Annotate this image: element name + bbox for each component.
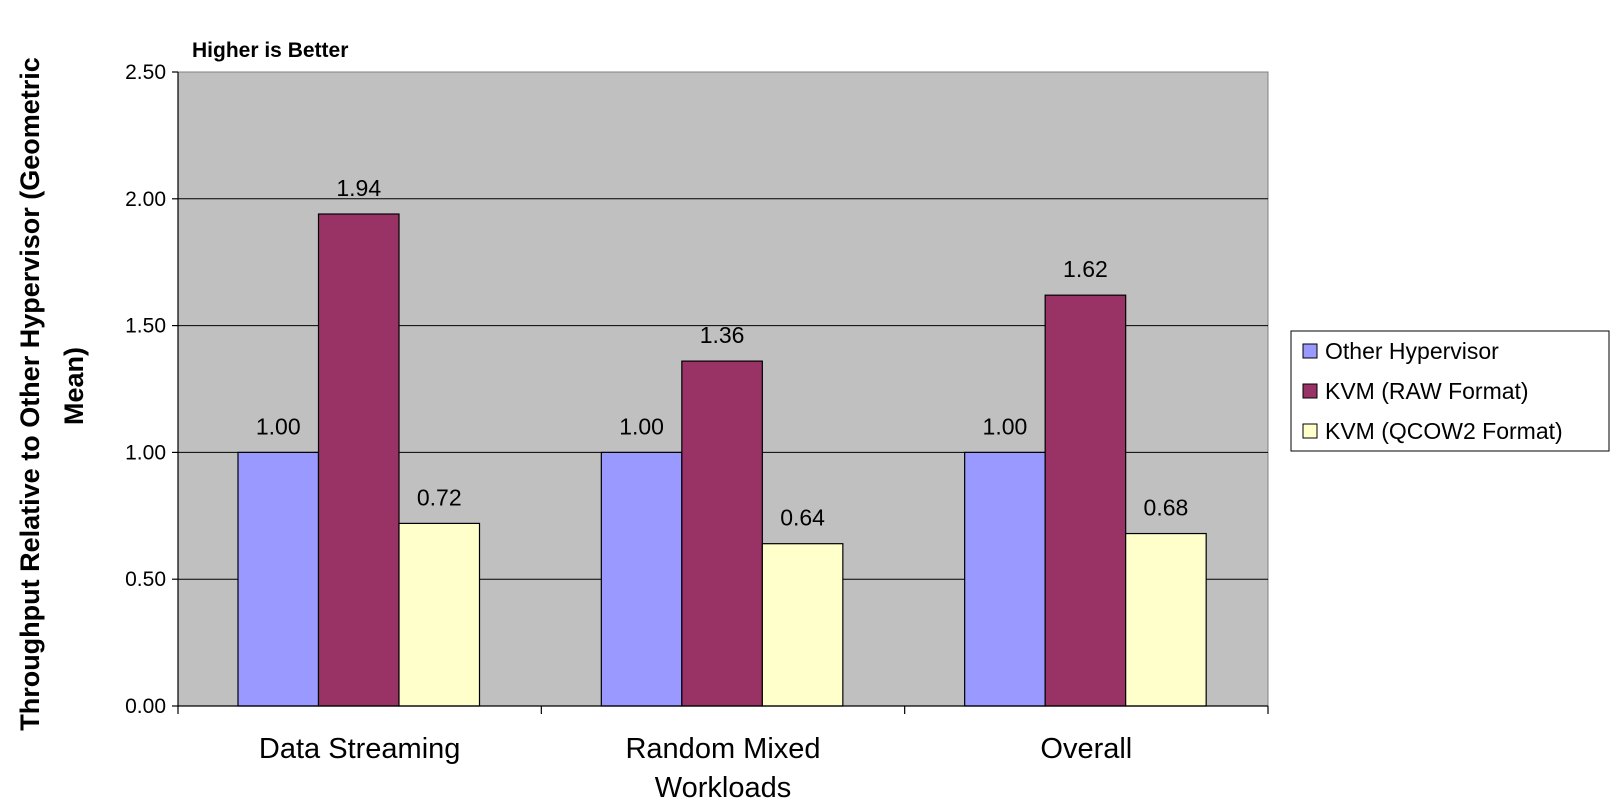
data-label: 1.00 — [983, 413, 1028, 439]
data-labels: 1.00 1.94 0.72 1.00 1.36 0.64 1.00 1.62 0.68 — [256, 175, 1188, 531]
y-tick-label: 0.00 — [125, 695, 166, 718]
bar — [1044, 294, 1127, 707]
legend-swatch — [1302, 423, 1318, 439]
x-category-label: Random Mixed — [625, 733, 820, 765]
legend-swatch — [1302, 343, 1318, 359]
bar — [964, 451, 1046, 707]
chart-note: Higher is Better — [192, 39, 348, 62]
legend-label: KVM (RAW Format) — [1325, 378, 1529, 404]
y-tick-label: 0.50 — [125, 568, 166, 591]
x-category-label: Workloads — [655, 772, 791, 803]
bar — [398, 522, 481, 707]
y-tick-label: 1.00 — [125, 441, 166, 464]
legend-label: KVM (QCOW2 Format) — [1325, 418, 1563, 444]
data-label: 0.64 — [780, 505, 825, 531]
x-category-label: Data Streaming — [259, 733, 461, 765]
data-label: 0.68 — [1144, 495, 1189, 521]
data-label: 1.00 — [256, 413, 301, 439]
y-axis-title-line: Throughput Relative to Other Hypervisor … — [15, 57, 45, 731]
data-label: 1.00 — [619, 413, 664, 439]
legend: Other Hypervisor KVM (RAW Format) KVM (QCO… — [1290, 330, 1610, 452]
legend-box — [1290, 330, 1610, 452]
bar — [237, 451, 320, 707]
y-axis-label: Throughput Relative to Other Hypervisor … — [15, 57, 89, 731]
bar — [681, 360, 763, 707]
bars — [237, 213, 1207, 707]
data-label: 1.36 — [700, 322, 745, 348]
axes: 0.00 0.50 1.00 1.50 2.00 2.50 Data Streaming Ra… — [125, 61, 1269, 803]
bar — [1125, 532, 1207, 707]
data-label: 1.94 — [336, 175, 381, 201]
bar — [761, 543, 844, 707]
data-label: 0.72 — [417, 484, 462, 510]
legend-swatch — [1302, 383, 1318, 399]
y-tick-label: 2.00 — [125, 188, 166, 211]
legend-label: Other Hypervisor — [1325, 338, 1499, 364]
bar — [317, 213, 400, 707]
x-category-label: Overall — [1040, 733, 1132, 765]
data-label: 1.62 — [1063, 256, 1108, 282]
y-tick-label: 2.50 — [125, 61, 166, 84]
y-axis-title-line: Mean) — [59, 347, 89, 425]
bar — [600, 451, 683, 707]
y-tick-label: 1.50 — [125, 315, 166, 338]
